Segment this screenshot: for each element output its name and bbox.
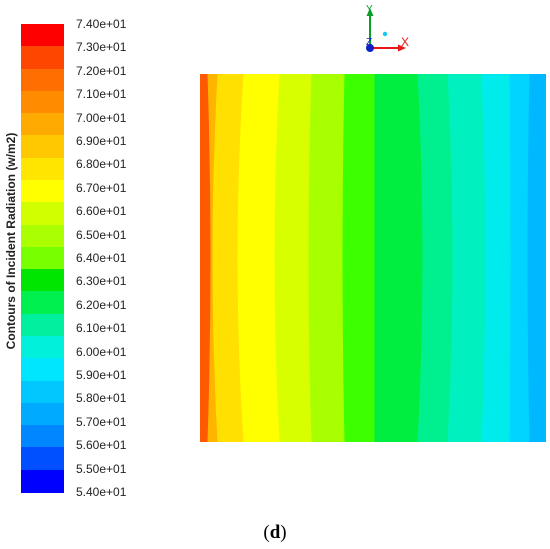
contour-band	[237, 74, 281, 442]
legend-swatch	[21, 447, 64, 471]
contour-band	[342, 74, 376, 442]
triad-y-label: Y	[366, 4, 373, 15]
legend-label: 6.10e+01	[76, 321, 127, 336]
legend-swatch	[21, 469, 64, 493]
legend-label: 7.20e+01	[76, 63, 127, 78]
legend-swatch	[21, 246, 64, 270]
legend-label: 5.40e+01	[76, 485, 127, 499]
legend-title: Contours of Incident Radiation (w/m2)	[4, 132, 18, 350]
color-legend-bar	[21, 24, 64, 493]
legend-label: 6.20e+01	[76, 297, 127, 312]
legend-swatch	[21, 113, 64, 137]
contour-band	[374, 74, 424, 442]
contour-band	[417, 74, 454, 442]
triad-z-label: Z	[366, 37, 372, 48]
legend-swatch	[21, 358, 64, 382]
legend-swatch	[21, 269, 64, 293]
legend-swatch	[21, 24, 64, 47]
legend-label: 6.50e+01	[76, 227, 127, 242]
figure-caption: (d)	[0, 522, 550, 544]
legend-label: 7.30e+01	[76, 40, 127, 55]
legend-label: 5.50e+01	[76, 461, 127, 476]
legend-label: 5.80e+01	[76, 391, 127, 406]
legend-swatch	[21, 157, 64, 181]
legend-label: 7.40e+01	[76, 17, 127, 31]
legend-swatch	[21, 202, 64, 226]
legend-label: 6.90e+01	[76, 134, 127, 148]
caption-close: )	[280, 522, 287, 543]
legend-label: 6.80e+01	[76, 157, 127, 172]
legend-swatch	[21, 336, 64, 359]
legend-swatch	[21, 224, 64, 248]
legend-swatch	[21, 380, 64, 404]
legend-swatch	[21, 291, 64, 315]
caption-open: (	[263, 522, 270, 543]
legend-label: 7.00e+01	[76, 110, 127, 125]
contour-band	[481, 74, 512, 442]
legend-label: 6.40e+01	[76, 251, 127, 265]
contour-plot	[200, 74, 546, 442]
legend-swatch	[21, 313, 64, 337]
legend-swatch	[21, 90, 64, 114]
legend-swatch	[21, 402, 64, 426]
legend-swatch	[21, 135, 64, 159]
contour-band	[308, 74, 346, 442]
triad-x-label: X	[401, 35, 409, 49]
legend-label: 5.90e+01	[76, 368, 127, 382]
legend-label: 5.70e+01	[76, 414, 127, 429]
legend-swatch	[21, 425, 64, 449]
legend-label: 6.70e+01	[76, 180, 127, 195]
color-legend-labels: 7.40e+01 7.30e+01 7.20e+01 7.10e+01 7.00e+01…	[76, 0, 196, 549]
legend-swatch	[21, 46, 64, 70]
contour-band	[447, 74, 487, 442]
contour-band	[527, 74, 546, 442]
legend-label: 7.10e+01	[76, 87, 127, 102]
contour-band	[274, 74, 313, 442]
legend-swatch	[21, 180, 64, 203]
caption-letter: d	[269, 522, 281, 543]
axis-triad-icon: Y Z X	[366, 4, 409, 52]
legend-label: 5.60e+01	[76, 438, 127, 453]
legend-label: 6.60e+01	[76, 204, 127, 219]
legend-swatch	[21, 68, 64, 92]
legend-label: 6.30e+01	[76, 274, 127, 289]
contour-band	[509, 74, 531, 442]
legend-label: 6.00e+01	[76, 344, 127, 359]
